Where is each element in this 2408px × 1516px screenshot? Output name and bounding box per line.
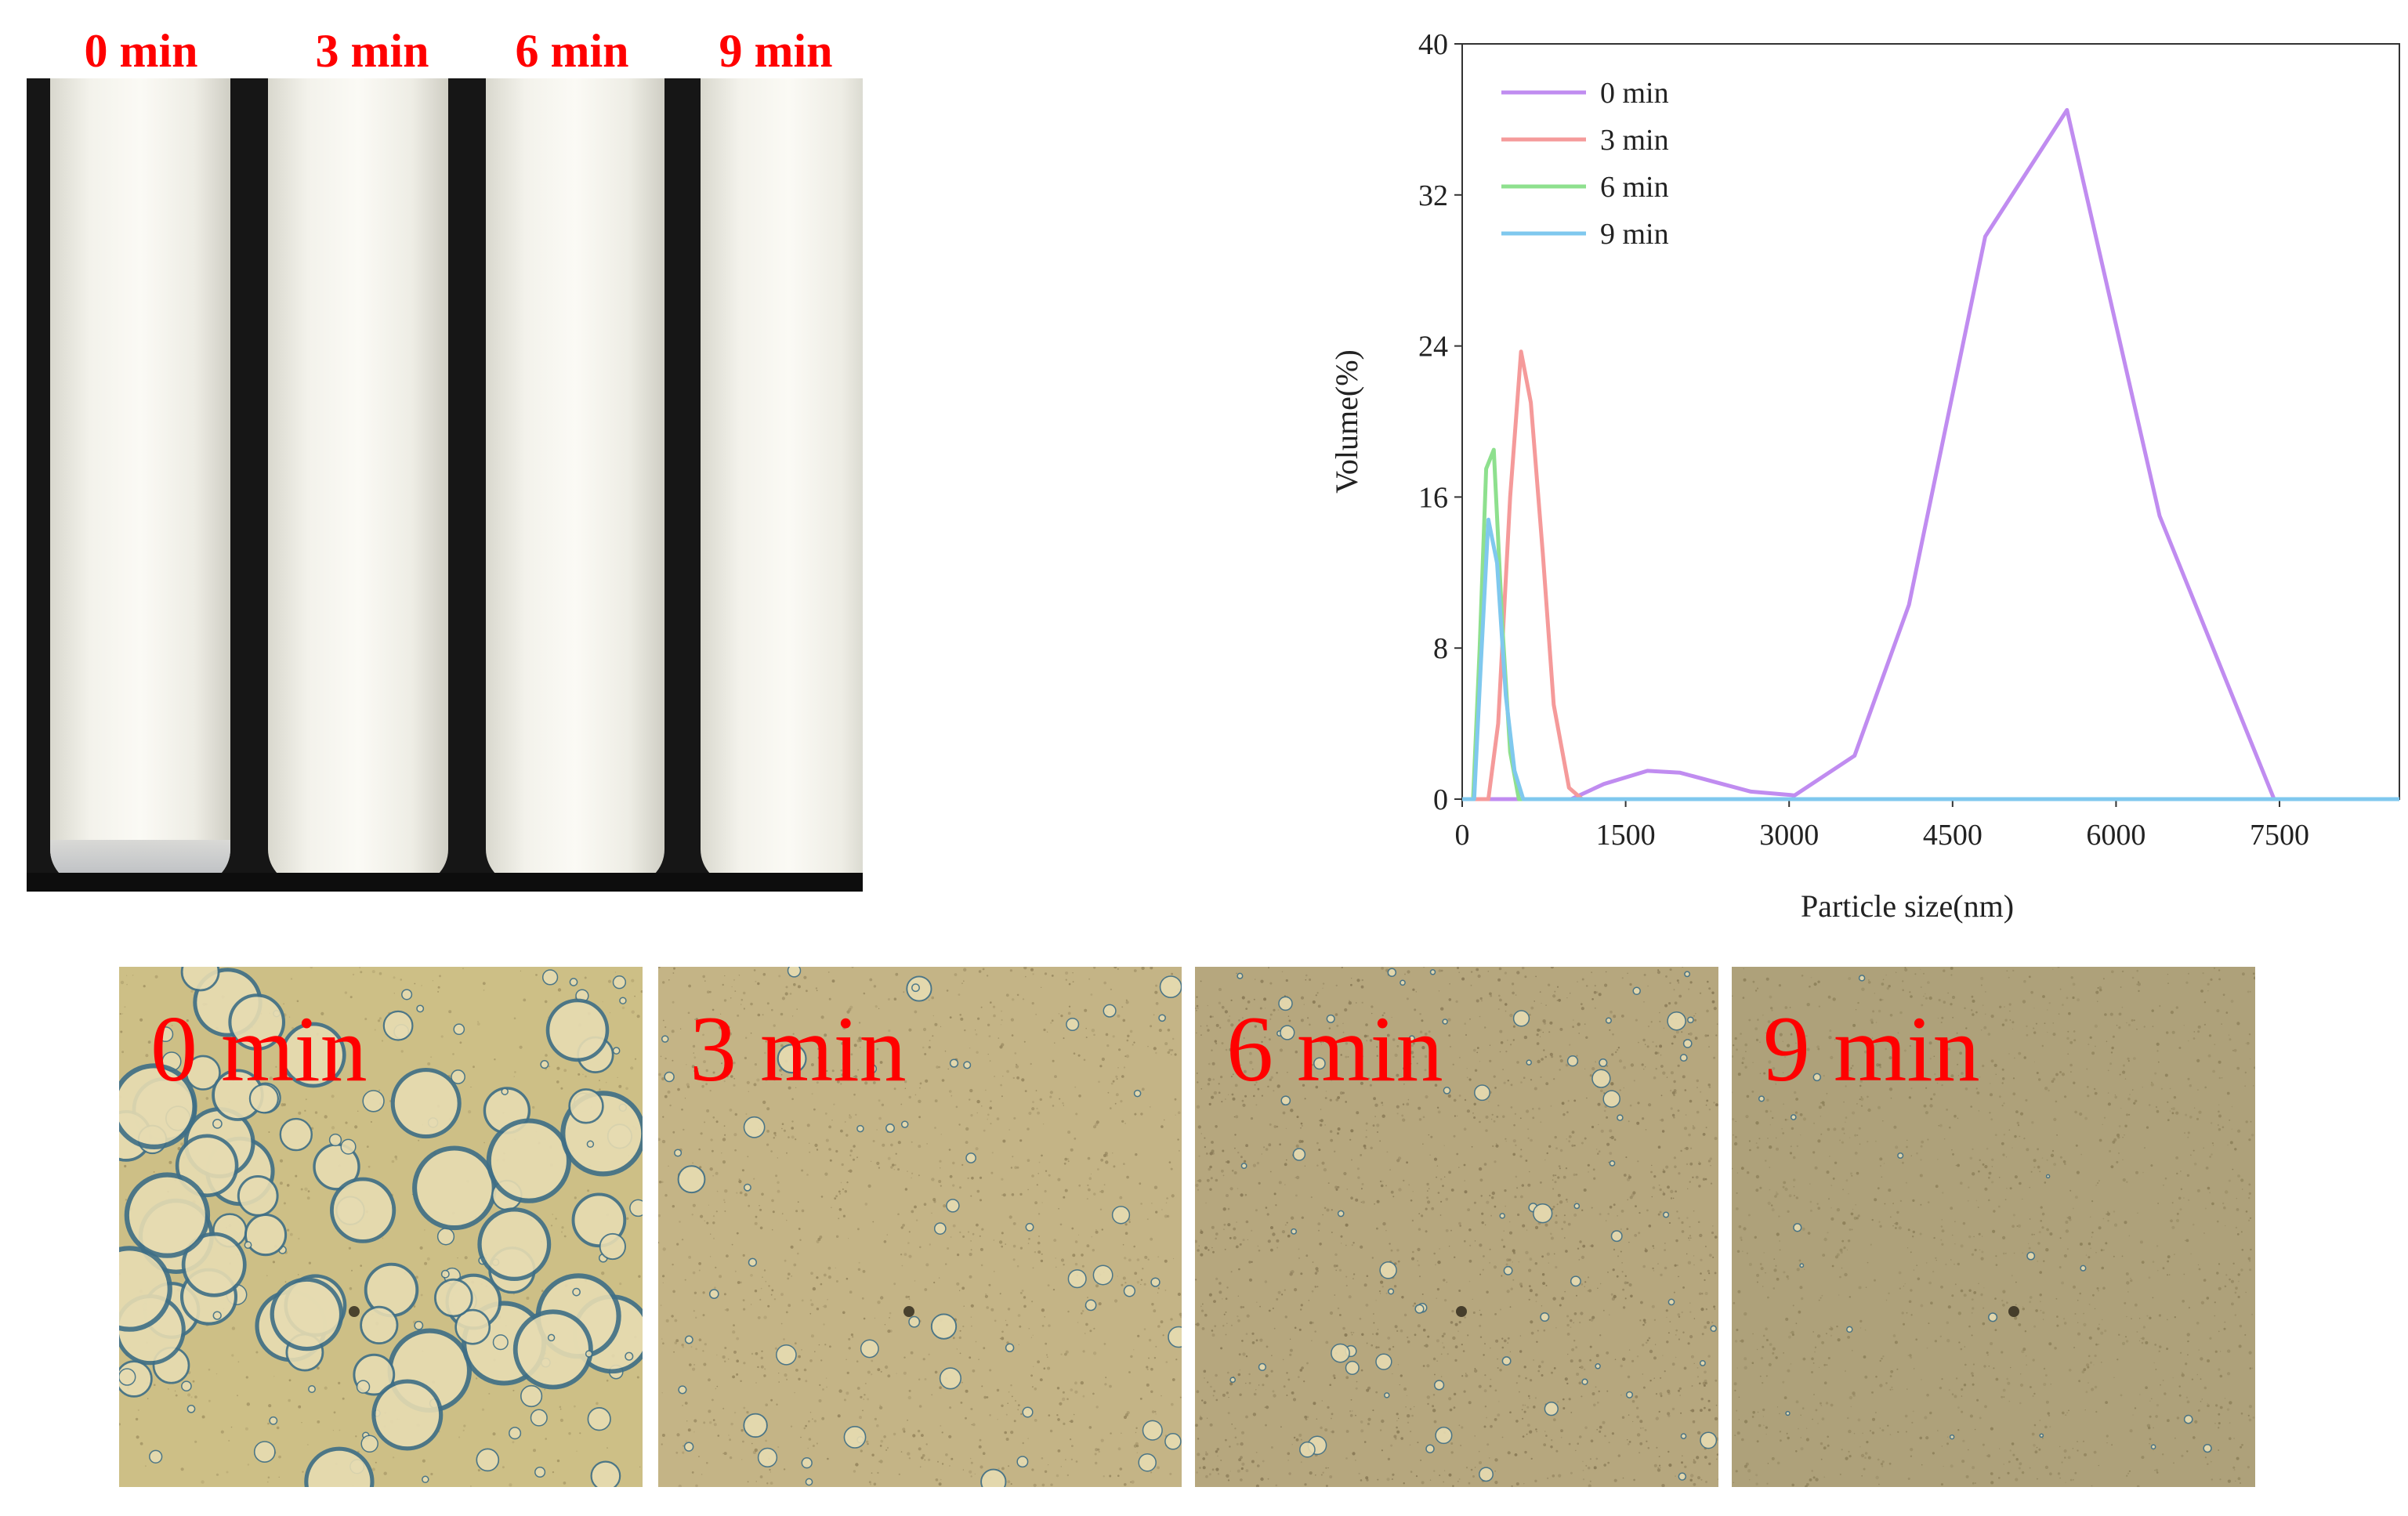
tube-label-9min: 9 min [719,25,833,77]
plot-frame [1461,43,2400,800]
micrograph-9min-image [1732,967,2255,1487]
y-tick-label: 32 [1418,179,1448,212]
micrograph-6min-image [1195,967,1718,1487]
y-tick-label: 40 [1418,28,1448,61]
legend-label: 6 min [1600,171,1669,204]
x-tick-label: 3000 [1759,819,1819,852]
tube-3min [268,78,448,885]
series-line-0min [1462,107,2399,801]
tube-0min [50,78,230,885]
micrograph-3min: 3 min [658,967,1182,1487]
x-tick-label: 1500 [1596,819,1656,852]
micrograph-label-6min: 6 min [1226,997,1443,1101]
y-tick-label: 24 [1418,331,1448,364]
particle-size-chart: 0 8 16 24 32 40 0 1500 3000 4500 6000 7500 0 min 3 m… [1301,16,2408,940]
chart-svg: 0 8 16 24 32 40 0 1500 3000 4500 6000 7500 0 min 3 m… [1329,28,2400,924]
y-tick-label: 0 [1433,783,1448,816]
micrograph-label-9min: 9 min [1763,997,1980,1101]
tube-label-3min: 3 min [315,25,429,77]
x-tick-label: 4500 [1923,819,1983,852]
legend-label: 3 min [1600,124,1669,157]
micrograph-9min: 9 min [1732,967,2255,1487]
x-tick-label: 0 [1455,819,1470,852]
legend-label: 9 min [1600,218,1669,251]
x-tick-label: 6000 [2086,819,2145,852]
legend-label: 0 min [1600,77,1669,110]
series-line-9min [1462,517,2399,801]
x-axis-label: Particle size(nm) [1801,888,2014,924]
micrograph-label-0min: 0 min [150,997,368,1101]
micrograph-0min-image [119,967,643,1487]
tube-label-0min: 0 min [84,25,198,77]
micrograph-0min: 0 min [119,967,643,1487]
series-line-3min [1462,349,2399,801]
tube-6min [486,78,664,885]
tubes-photo [27,78,863,892]
micrograph-6min: 6 min [1195,967,1718,1487]
x-tick-label: 7500 [2250,819,2309,852]
y-axis-label: Volume(%) [1329,349,1364,494]
micrograph-label-3min: 3 min [690,997,907,1101]
tube-9min [701,78,863,885]
micrograph-3min-image [658,967,1182,1487]
y-tick-label: 8 [1433,632,1448,665]
y-tick-label: 16 [1418,481,1448,514]
tube-shelf [27,873,863,892]
tube-label-6min: 6 min [515,25,629,77]
